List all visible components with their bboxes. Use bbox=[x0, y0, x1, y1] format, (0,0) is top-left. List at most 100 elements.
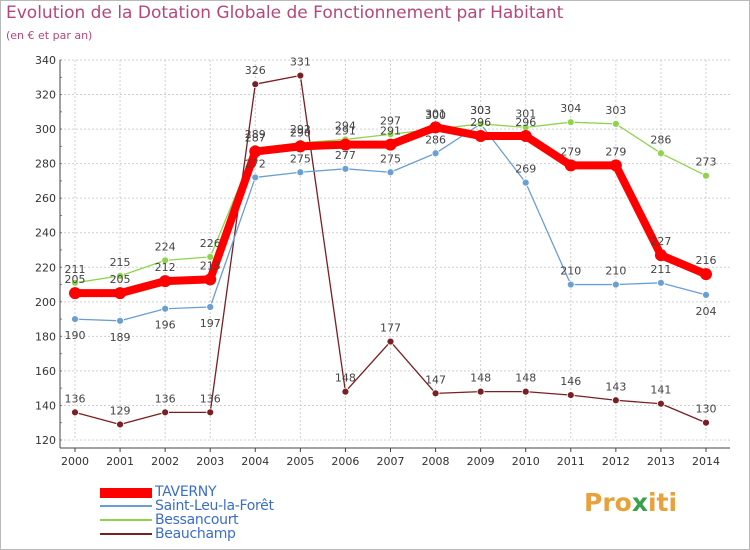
data-point bbox=[114, 287, 127, 300]
data-point bbox=[339, 138, 352, 151]
data-point bbox=[161, 256, 170, 265]
data-point bbox=[702, 418, 710, 427]
data-label: 301 bbox=[425, 107, 446, 120]
data-point bbox=[71, 278, 79, 287]
chart-title: Evolution de la Dotation Globale de Fonc… bbox=[6, 3, 564, 23]
data-point bbox=[296, 168, 305, 177]
data-label: 300 bbox=[425, 109, 446, 122]
y-tick-label: 260 bbox=[35, 192, 56, 205]
x-tick-label: 2004 bbox=[241, 455, 269, 468]
data-label: 141 bbox=[650, 384, 671, 397]
data-point bbox=[206, 303, 215, 311]
y-tick-label: 140 bbox=[35, 399, 56, 412]
legend-swatch-beauchamp bbox=[100, 533, 152, 535]
data-label: 130 bbox=[696, 403, 717, 416]
data-point bbox=[476, 387, 485, 396]
data-point bbox=[116, 316, 124, 325]
data-point bbox=[386, 130, 395, 139]
data-label: 279 bbox=[605, 145, 626, 158]
data-point bbox=[566, 280, 575, 289]
data-label: 205 bbox=[65, 273, 86, 286]
data-label: 143 bbox=[605, 380, 626, 393]
data-label: 148 bbox=[470, 372, 491, 385]
data-label: 136 bbox=[155, 392, 176, 405]
data-label: 136 bbox=[65, 392, 86, 405]
data-label: 304 bbox=[560, 102, 581, 115]
data-point bbox=[566, 391, 575, 399]
data-point bbox=[611, 280, 620, 289]
data-point bbox=[657, 149, 665, 158]
data-point bbox=[204, 273, 217, 286]
y-tick-label: 180 bbox=[35, 330, 56, 343]
data-point bbox=[116, 272, 124, 280]
data-point bbox=[431, 389, 440, 398]
data-label: 148 bbox=[515, 372, 536, 385]
data-label: 213 bbox=[200, 259, 221, 272]
data-point bbox=[341, 387, 350, 396]
data-label: 269 bbox=[515, 163, 536, 176]
x-tick-label: 2009 bbox=[467, 455, 495, 468]
y-tick-label: 240 bbox=[35, 227, 56, 240]
data-label: 289 bbox=[245, 128, 266, 141]
data-label: 226 bbox=[200, 237, 221, 250]
data-label: 279 bbox=[560, 145, 581, 158]
data-label: 275 bbox=[290, 152, 311, 165]
data-label: 277 bbox=[335, 149, 356, 162]
y-tick-label: 200 bbox=[35, 296, 56, 309]
logo-part: iti bbox=[647, 488, 678, 517]
logo-part: x bbox=[631, 488, 648, 517]
data-label: 292 bbox=[290, 123, 311, 136]
y-tick-label: 280 bbox=[35, 158, 56, 171]
data-label: 136 bbox=[200, 392, 221, 405]
data-label: 146 bbox=[560, 375, 581, 388]
data-point bbox=[296, 71, 305, 80]
data-label: 297 bbox=[380, 114, 401, 127]
data-point bbox=[657, 278, 665, 287]
data-label: 204 bbox=[696, 305, 717, 318]
data-label: 275 bbox=[380, 152, 401, 165]
data-point bbox=[476, 120, 485, 128]
data-point bbox=[341, 164, 350, 173]
data-label: 286 bbox=[650, 133, 671, 146]
data-label: 296 bbox=[470, 116, 491, 129]
data-point bbox=[386, 337, 395, 346]
data-label: 331 bbox=[290, 56, 311, 69]
data-point bbox=[69, 287, 81, 300]
x-tick-label: 2014 bbox=[692, 455, 720, 468]
data-point bbox=[251, 173, 260, 182]
x-tick-label: 2011 bbox=[557, 455, 585, 468]
legend-swatch-taverny bbox=[100, 488, 152, 498]
data-label: 296 bbox=[515, 116, 536, 129]
data-point bbox=[71, 408, 79, 417]
data-label: 215 bbox=[110, 256, 131, 269]
x-tick-label: 2001 bbox=[106, 455, 134, 468]
data-label: 303 bbox=[470, 104, 491, 117]
x-tick-label: 2000 bbox=[61, 455, 89, 468]
data-point bbox=[159, 275, 172, 288]
data-label: 291 bbox=[335, 125, 356, 138]
data-label: 210 bbox=[560, 265, 581, 278]
legend-label: Bessancourt bbox=[155, 512, 239, 528]
data-label: 129 bbox=[110, 404, 131, 417]
legend-swatch-saint-leu bbox=[100, 505, 152, 507]
data-label: 210 bbox=[605, 265, 626, 278]
data-point bbox=[161, 304, 170, 313]
data-point bbox=[521, 178, 530, 187]
proxiti-logo: Proxiti bbox=[584, 488, 677, 517]
chart-subtitle: (en € et par an) bbox=[6, 29, 93, 42]
y-tick-label: 320 bbox=[35, 89, 56, 102]
y-tick-label: 120 bbox=[35, 434, 56, 447]
x-tick-label: 2006 bbox=[331, 455, 359, 468]
data-label: 326 bbox=[245, 64, 266, 77]
data-label: 272 bbox=[245, 157, 266, 170]
data-point bbox=[386, 168, 395, 177]
data-point bbox=[161, 408, 170, 417]
data-label: 294 bbox=[335, 119, 356, 132]
legend-label: TAVERNY bbox=[155, 484, 217, 500]
y-tick-label: 220 bbox=[35, 261, 56, 274]
data-point bbox=[654, 249, 667, 262]
x-tick-label: 2003 bbox=[196, 455, 224, 468]
data-point bbox=[609, 159, 622, 172]
